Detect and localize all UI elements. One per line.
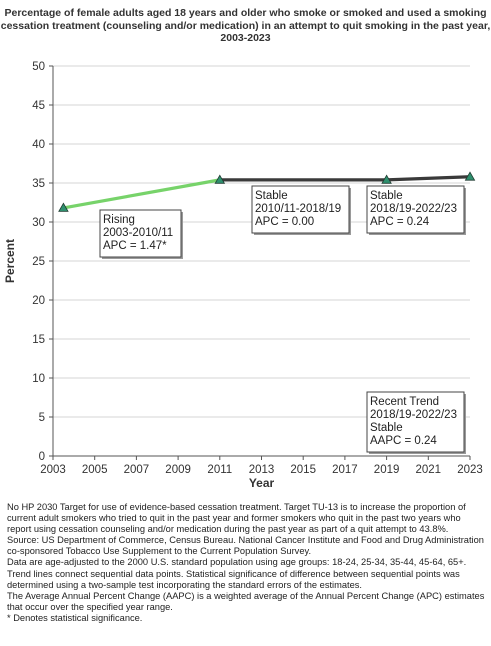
y-tick-label: 30 (32, 217, 45, 229)
x-tick-label: 2009 (165, 464, 191, 476)
annotation-frame (99, 209, 182, 258)
data-point-marker (214, 174, 226, 184)
x-tick-label: 2019 (374, 464, 400, 476)
y-tick-label: 35 (32, 178, 45, 190)
line-chart: 2003 2005 2007 2009 2011 2013 2015 2017 2019 2021… (3, 61, 483, 490)
chart-title-line: cessation treatment (counseling and/or m… (0, 19, 491, 32)
annotation-text: 2003-2010/11 (103, 227, 173, 239)
x-tick-label: 2021 (416, 464, 442, 476)
data-markers (58, 171, 476, 212)
y-tick-label: 45 (32, 100, 45, 112)
x-axis-ticks: 2003 2005 2007 2009 2011 2013 2015 2017 2019 2021… (40, 456, 483, 476)
x-tick-label: 2007 (124, 464, 150, 476)
y-tick-label: 5 (39, 412, 45, 424)
x-tick-label: 2017 (332, 464, 358, 476)
annotation-text: APC = 0.24 (370, 216, 430, 228)
annotation-text: 2018/19-2022/23 (370, 203, 457, 215)
annotation-text: Stable (370, 422, 403, 434)
data-point-marker (58, 202, 69, 212)
y-axis-ticks: 0 5 10 15 20 25 30 35 40 45 50 (32, 61, 53, 463)
y-tick-label: 20 (32, 295, 45, 307)
annotation-text: Stable (255, 190, 288, 202)
footnote: No HP 2030 Target for use of evidence-ba… (7, 502, 466, 535)
x-axis-label: Year (249, 476, 275, 490)
annotation-frame (366, 185, 465, 234)
y-axis-label: Percent (3, 239, 17, 283)
annotation-text: Rising (103, 214, 135, 226)
annotation-text: APC = 1.47* (103, 240, 167, 252)
annotation-text: APC = 0.00 (255, 216, 314, 228)
x-tick-label: 2013 (249, 464, 275, 476)
annotation-text: 2018/19-2022/23 (370, 409, 457, 421)
footnote: Source: US Department of Commerce, Censu… (7, 535, 484, 557)
y-tick-label: 25 (32, 256, 45, 268)
x-tick-label: 2011 (207, 464, 232, 476)
footnote: Trend lines connect sequential data poin… (7, 568, 460, 590)
footnote: Data are age-adjusted to the 2000 U.S. s… (7, 557, 467, 568)
trend-lines (61, 175, 472, 210)
x-tick-label: 2005 (82, 464, 108, 476)
chart-title: Percentage of female adults aged 18 year… (0, 7, 491, 45)
chart-title-line: 2003-2023 (220, 32, 271, 44)
footnotes: No HP 2030 Target for use of evidence-ba… (7, 502, 487, 624)
y-tick-label: 15 (32, 334, 45, 346)
annotation-text: AAPC = 0.24 (370, 435, 437, 447)
trend-line (61, 178, 222, 210)
data-point-marker (381, 174, 392, 184)
x-tick-label: 2015 (290, 464, 316, 476)
x-tick-label: 2023 (457, 464, 483, 476)
x-tick-label: 2003 (40, 464, 66, 476)
chart-title-line: Percentage of female adults aged 18 year… (4, 7, 487, 19)
annotation-frame (366, 391, 465, 453)
trend-line (385, 175, 472, 182)
annotation-frame (251, 185, 350, 234)
y-tick-label: 50 (32, 61, 45, 73)
y-tick-label: 40 (32, 139, 45, 151)
annotation-text: Recent Trend (370, 396, 439, 408)
annotation-text: 2010/11-2018/19 (255, 203, 341, 215)
footnote: * Denotes statistical significance. (7, 612, 143, 623)
footnote: The Average Annual Percent Change (AAPC)… (7, 590, 485, 612)
data-point-marker (464, 171, 476, 181)
annotation-text: Stable (370, 190, 403, 202)
y-tick-label: 0 (39, 451, 45, 463)
y-tick-label: 10 (32, 373, 45, 385)
